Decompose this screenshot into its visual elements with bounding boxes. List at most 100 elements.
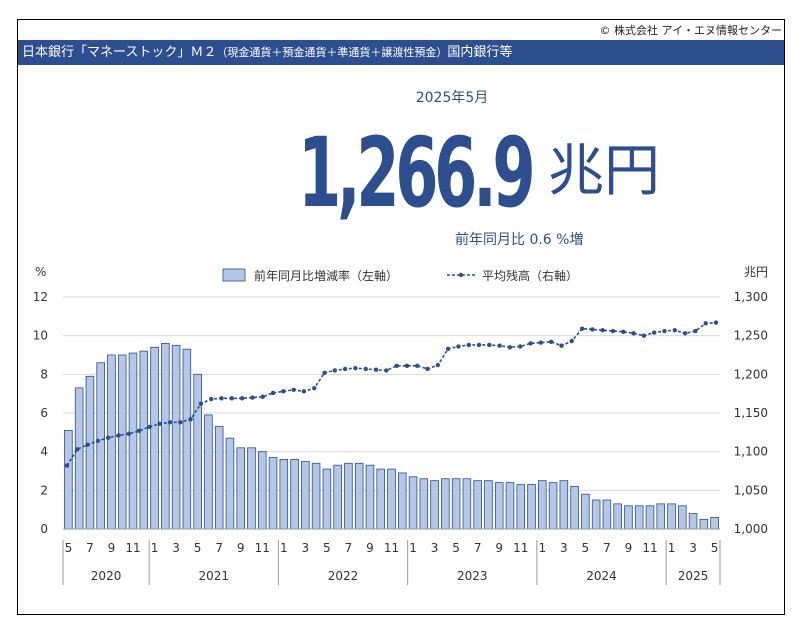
growth-bar [397,472,407,530]
growth-bar [150,346,159,530]
y-right-tick-label: 1,250 [734,329,768,343]
balance-point [209,396,214,402]
balance-point [239,396,245,401]
balance-point [95,438,101,444]
x-month-label: 3 [431,541,439,555]
legend-bar-swatch [222,268,246,282]
growth-bar [602,499,612,530]
growth-bar [387,468,396,530]
x-month-label: 5 [711,541,719,555]
balance-point [198,401,204,406]
balance-point [435,362,441,368]
growth-bar [257,451,267,530]
y-left-unit: % [35,265,46,279]
balance-point [662,328,667,334]
balance-point [219,396,224,401]
y-left-tick-label: 6 [40,406,48,420]
growth-bar [581,493,590,530]
growth-bar [559,480,569,530]
growth-bar [161,342,170,530]
growth-bar [322,468,332,530]
headline-period: 2025年5月 [415,90,489,106]
y-right-tick-label: 1,150 [734,406,768,420]
title-main: 日本銀行「マネーストック」Ｍ２ [22,45,217,60]
balance-point [693,328,698,334]
x-month-label: 9 [237,541,245,555]
growth-bar [354,462,364,530]
x-month-label: 7 [345,541,353,555]
growth-bar [656,503,666,530]
balance-point [610,328,616,334]
x-year-label: 2024 [586,569,617,583]
growth-bar [268,457,278,530]
growth-bar [171,344,181,530]
growth-bar [634,505,644,530]
balance-point [178,420,183,425]
growth-bar [645,505,655,530]
headline-value: 1,266.9 [298,117,536,229]
growth-bar [710,517,719,530]
growth-bar [613,503,622,530]
legend-balance-label: 平均残高（右軸） [482,268,578,283]
y-right-tick-label: 1,050 [734,483,768,497]
balance-point [538,340,544,345]
growth-bar [117,354,127,530]
growth-bar [473,480,482,530]
growth-bar [290,458,299,530]
x-month-label: 11 [255,541,270,555]
growth-bar [344,462,353,530]
balance-point [229,396,235,401]
growth-bar [494,482,504,530]
balance-point [188,416,193,422]
growth-bar [365,464,375,530]
growth-bar [247,447,256,530]
x-year-label: 2020 [91,569,122,583]
y-left-tick-label: 12 [33,290,48,304]
growth-bar [376,468,386,530]
growth-bar [193,373,202,530]
x-month-label: 3 [172,541,180,555]
growth-bar [441,478,450,530]
balance-point [456,344,461,349]
growth-bar [74,387,84,530]
x-month-label: 7 [215,541,223,555]
balance-point [332,368,338,373]
legend-line-marker [458,272,464,278]
balance-point [404,363,410,369]
balance-point [384,368,389,373]
growth-bar [214,426,224,530]
x-month-label: 1 [151,541,159,555]
x-year-label: 2021 [199,569,230,583]
growth-bar [624,505,633,530]
balance-point [342,366,348,372]
x-year-label: 2023 [457,569,488,583]
growth-bar [451,478,461,530]
balance-point [157,421,162,427]
x-month-label: 7 [603,541,611,555]
balance-point [116,433,121,438]
balance-point [373,367,379,372]
balance-point [301,389,307,394]
x-month-label: 5 [323,541,331,555]
x-month-label: 11 [384,541,399,555]
growth-bar [236,447,245,530]
title-tail: 国内銀行等 [447,45,513,60]
y-right-tick-label: 1,000 [734,522,768,536]
balance-point [651,330,657,335]
x-month-label: 9 [366,541,374,555]
growth-bar [667,503,676,530]
balance-point [703,321,708,326]
x-month-label: 11 [642,541,657,555]
balance-point [75,447,80,452]
growth-bar [591,499,601,530]
growth-bar [538,480,547,530]
chart-frame [17,19,785,615]
x-month-label: 1 [280,541,288,555]
balance-point [631,331,636,336]
x-month-label: 3 [302,541,310,555]
x-month-label: 9 [108,541,116,555]
balance-point [425,366,430,372]
balance-point [672,328,677,333]
balance-point [147,424,152,430]
growth-bar [419,478,429,530]
